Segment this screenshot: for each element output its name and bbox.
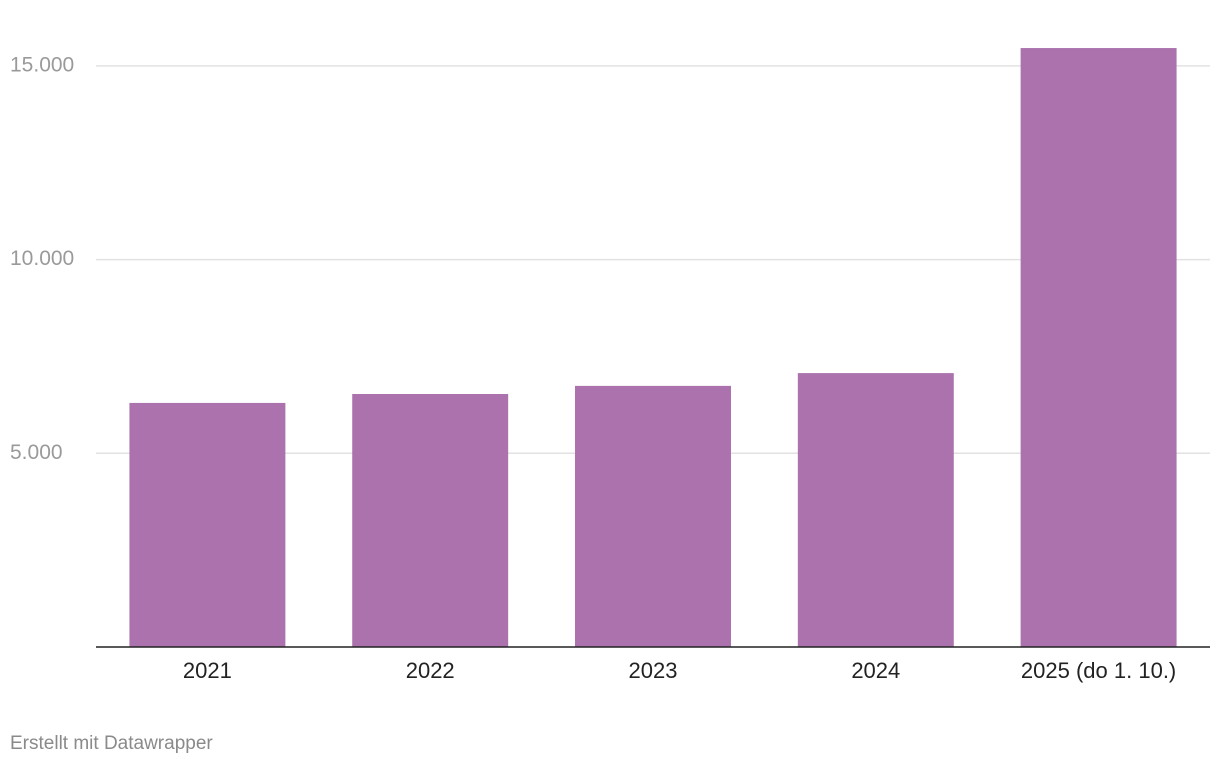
bar	[797, 373, 954, 647]
bar	[575, 385, 731, 647]
y-tick-label: 10.000	[10, 247, 74, 270]
y-tick-label: 5.000	[10, 441, 63, 464]
credit: Erstellt mit Datawrapper	[10, 733, 213, 754]
bar	[129, 402, 286, 647]
y-tick-label: 15.000	[10, 53, 74, 76]
x-tick-label: 2021	[183, 658, 232, 683]
x-tick-label: 2024	[851, 658, 900, 683]
bar	[352, 394, 509, 647]
x-tick-label: 2023	[629, 658, 678, 683]
bar	[1020, 48, 1177, 647]
x-tick-label: 2022	[406, 658, 455, 683]
x-tick-label: 2025 (do 1. 10.)	[1021, 658, 1176, 683]
